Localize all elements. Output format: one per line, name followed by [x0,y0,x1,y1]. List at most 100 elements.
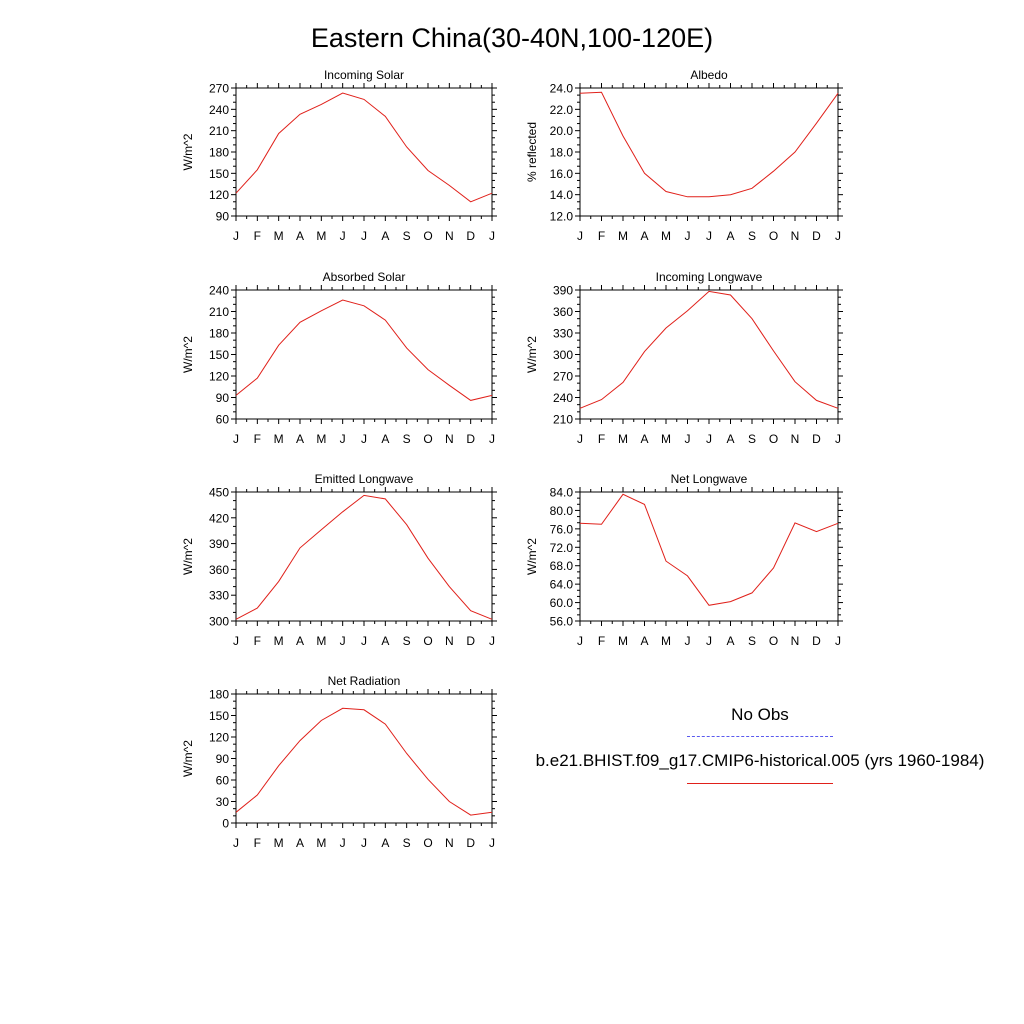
y-tick-label: 60 [216,413,230,427]
x-tick-label: N [445,432,454,446]
x-tick-label: A [381,634,389,648]
series-line [579,290,839,409]
y-tick-label: 240 [209,284,229,298]
y-tick-label: 90 [216,752,230,766]
x-tick-label: J [233,229,239,243]
y-tick-label: 72.0 [550,541,574,555]
y-tick-label: 150 [209,348,229,362]
legend-label-obs: No Obs [731,705,789,724]
y-tick-label: 0 [222,817,229,831]
y-tick-label: 330 [209,589,229,603]
y-tick-label: 450 [209,486,229,500]
x-tick-label: J [685,634,691,648]
y-tick-label: 300 [553,348,573,362]
y-tick-label: 180 [209,688,229,702]
x-tick-label: J [706,229,712,243]
y-tick-label: 420 [209,511,229,525]
y-tick-label: 210 [209,124,229,138]
x-tick-label: F [254,836,261,850]
y-tick-label: 90 [216,391,230,405]
y-tick-label: 64.0 [550,578,574,592]
x-tick-label: J [489,229,495,243]
x-tick-label: O [769,432,778,446]
series-line [235,707,493,816]
y-tick-label: 14.0 [550,188,574,202]
y-tick-label: 18.0 [550,146,574,160]
x-tick-label: O [769,634,778,648]
panel-title: Albedo [690,68,728,82]
y-tick-label: 76.0 [550,522,574,536]
y-tick-label: 20.0 [550,124,574,138]
x-tick-label: S [403,634,411,648]
y-tick-label: 60 [216,774,230,788]
panel-1: J F M A M J J A S O N D J90120150180210240270Incomin… [181,68,497,243]
x-tick-label: J [233,634,239,648]
y-tick-label: 30 [216,795,230,809]
x-tick-label: F [254,229,261,243]
x-tick-label: J [577,634,583,648]
y-tick-label: 330 [553,327,573,341]
x-tick-label: S [748,432,756,446]
panel-title: Incoming Solar [324,68,404,82]
x-tick-label: J [361,229,367,243]
x-tick-label: M [661,634,671,648]
legend-line-obs [687,736,833,737]
y-tick-label: 60.0 [550,596,574,610]
x-tick-label: D [812,634,821,648]
x-tick-label: J [340,836,346,850]
x-tick-label: F [598,229,605,243]
x-tick-label: J [340,229,346,243]
series-line [235,92,493,203]
x-tick-label: A [381,229,389,243]
panel-3: J F M A M J J A S O N D J6090120150180210240Absorbed… [181,270,497,446]
x-tick-label: O [423,432,432,446]
x-tick-label: J [706,634,712,648]
panel-title: Net Radiation [328,674,401,688]
x-tick-label: J [835,229,841,243]
x-tick-label: J [706,432,712,446]
panels: J F M A M J J A S O N D J90120150180210240270Incomin… [181,68,843,850]
x-tick-label: J [577,432,583,446]
panel-title: Net Longwave [671,472,748,486]
x-tick-label: F [254,634,261,648]
figure-title: Eastern China(30-40N,100-120E) [311,23,713,53]
x-tick-label: S [748,229,756,243]
y-tick-label: 210 [209,305,229,319]
y-tick-label: 240 [209,103,229,117]
y-axis-label: W/m^2 [181,740,195,777]
x-tick-label: D [812,229,821,243]
x-tick-label: J [361,432,367,446]
x-tick-label: M [618,229,628,243]
x-tick-label: J [489,634,495,648]
x-tick-label: A [381,432,389,446]
x-tick-label: O [769,229,778,243]
x-tick-label: S [403,836,411,850]
x-tick-label: O [423,229,432,243]
x-tick-label: M [316,836,326,850]
x-tick-label: J [835,634,841,648]
y-tick-label: 390 [209,537,229,551]
x-tick-label: M [618,432,628,446]
x-tick-label: A [640,432,648,446]
y-axis-label: W/m^2 [525,538,539,575]
x-tick-label: A [296,229,304,243]
x-tick-label: M [661,432,671,446]
x-tick-label: S [748,634,756,648]
y-tick-label: 270 [209,82,229,96]
y-tick-label: 56.0 [550,615,574,629]
y-tick-label: 150 [209,709,229,723]
y-tick-label: 120 [209,370,229,384]
x-tick-label: N [791,634,800,648]
x-tick-label: A [381,836,389,850]
x-tick-label: A [296,432,304,446]
y-tick-label: 270 [553,370,573,384]
x-tick-label: A [640,634,648,648]
x-tick-label: D [812,432,821,446]
x-tick-label: J [233,432,239,446]
y-tick-label: 180 [209,146,229,160]
x-tick-label: M [274,836,284,850]
x-tick-label: M [316,634,326,648]
x-tick-label: J [340,432,346,446]
